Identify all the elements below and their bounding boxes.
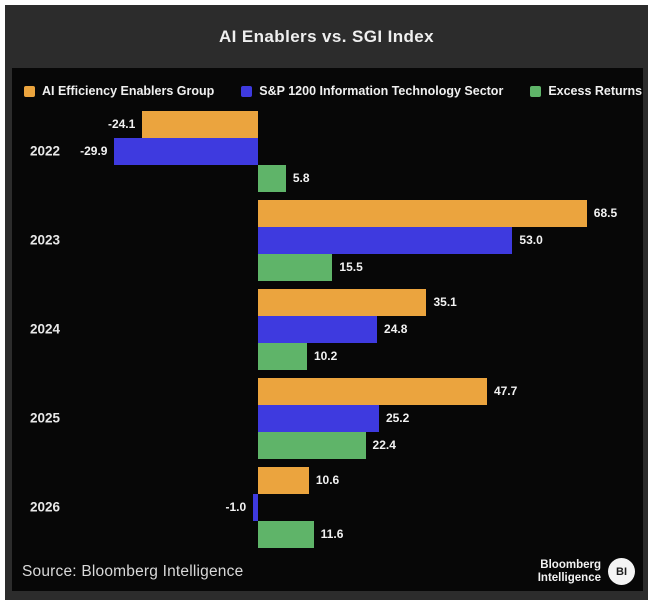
panel-footer: Source: Bloomberg Intelligence Bloomberg…: [22, 558, 635, 585]
legend-label: AI Efficiency Enablers Group: [42, 84, 215, 98]
bar-value-label: 5.8: [292, 171, 310, 185]
bar-value-label: 24.8: [384, 322, 408, 336]
bar-value-label: 15.5: [339, 260, 363, 274]
green-swatch-icon: [530, 85, 542, 97]
legend-item-sp1200-it: S&P 1200 Information Technology Sector: [241, 84, 503, 98]
bar-2025-series-1: [258, 405, 379, 432]
bar-value-label: 22.4: [372, 438, 396, 452]
year-label: 2026: [29, 499, 60, 515]
bar-2025-series-2: [258, 432, 366, 459]
bar-2023-series-0: [258, 200, 587, 227]
bar-2025-series-0: [258, 378, 487, 405]
bar-value-label: 35.1: [433, 295, 457, 309]
chart-header: AI Enablers vs. SGI Index: [5, 5, 648, 68]
bar-2023-series-2: [258, 254, 333, 281]
bar-group-2023: 2023 68.5 53.0 15.5: [12, 200, 643, 281]
bar-value-label: 10.6: [315, 473, 340, 487]
chart-title: AI Enablers vs. SGI Index: [218, 26, 435, 46]
bar-2026-series-1: [253, 494, 258, 521]
bar-2024-series-2: [258, 343, 307, 370]
bar-2022-series-1: [114, 138, 258, 165]
bar-value-label: -1.0: [225, 500, 247, 514]
year-label: 2022: [29, 143, 60, 159]
legend-item-excess-returns: Excess Returns: [530, 84, 642, 98]
plot-panel: AI Efficiency Enablers Group S&P 1200 In…: [12, 68, 643, 591]
brand-line1: Bloomberg: [540, 558, 601, 571]
orange-swatch-icon: [24, 85, 35, 97]
source-text: Source: Bloomberg Intelligence: [22, 562, 244, 580]
bar-group-2026: 2026 10.6 -1.0 11.6: [12, 467, 643, 548]
chart-card: AI Enablers vs. SGI Index AI Efficiency …: [5, 5, 648, 600]
brand-text: Bloomberg Intelligence: [538, 559, 601, 585]
bar-2026-series-2: [258, 521, 314, 548]
year-label: 2025: [29, 410, 60, 426]
bar-2023-series-1: [258, 227, 513, 254]
brand-line2: Intelligence: [537, 571, 601, 584]
plot-area: 2022 -24.1 -29.9 5.8 2023 68.5 53.0 15.5 2024 35.…: [12, 111, 643, 548]
year-label: 2023: [29, 232, 60, 248]
bar-2022-series-2: [258, 165, 286, 192]
bar-2022-series-0: [142, 111, 258, 138]
year-label: 2024: [29, 321, 60, 337]
bar-value-label: 11.6: [320, 527, 344, 541]
bi-badge-icon: BI: [608, 558, 635, 585]
bar-value-label: -29.9: [80, 144, 108, 158]
bar-group-2022: 2022 -24.1 -29.9 5.8: [12, 111, 643, 192]
legend-label: Excess Returns: [548, 84, 643, 98]
bar-2024-series-1: [258, 316, 378, 343]
bar-value-label: 53.0: [519, 233, 543, 247]
bar-value-label: 47.7: [493, 384, 518, 398]
bar-group-2024: 2024 35.1 24.8 10.2: [12, 289, 643, 370]
bar-value-label: 10.2: [313, 349, 338, 363]
bar-group-2025: 2025 47.7 25.2 22.4: [12, 378, 643, 459]
legend: AI Efficiency Enablers Group S&P 1200 In…: [24, 84, 642, 98]
bar-2024-series-0: [258, 289, 427, 316]
legend-label: S&P 1200 Information Technology Sector: [259, 84, 504, 98]
bar-value-label: 25.2: [385, 411, 410, 425]
bar-2026-series-0: [258, 467, 309, 494]
blue-swatch-icon: [241, 85, 253, 97]
bar-value-label: 68.5: [593, 206, 618, 220]
legend-item-ai-enablers: AI Efficiency Enablers Group: [24, 84, 214, 98]
bar-value-label: -24.1: [107, 117, 136, 131]
bloomberg-intelligence-logo: Bloomberg Intelligence BI: [538, 558, 635, 585]
